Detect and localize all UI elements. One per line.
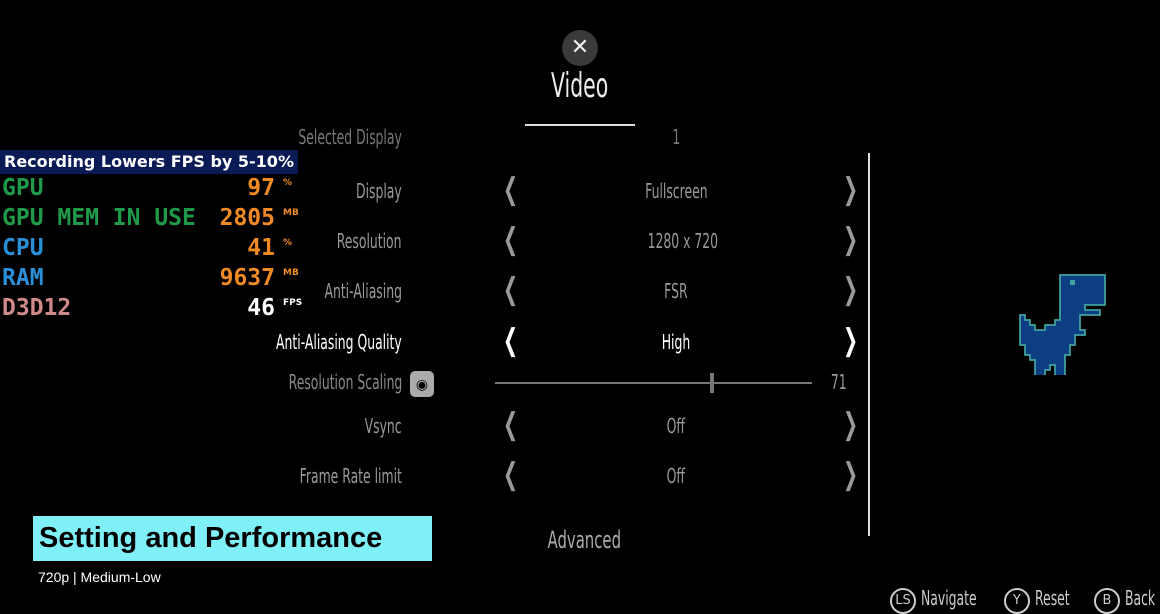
slider-handle[interactable]	[710, 373, 714, 393]
close-icon: ✕	[570, 35, 590, 60]
chevron-left-icon[interactable]: ❮	[503, 457, 519, 492]
stat-name: GPU	[2, 175, 44, 201]
chevron-right-icon[interactable]: ❯	[843, 323, 859, 358]
footer-back[interactable]: B Back	[1093, 587, 1160, 614]
page-title-text: Video	[551, 66, 609, 106]
advanced-button[interactable]: Advanced	[547, 526, 622, 554]
stat-unit: %	[283, 238, 293, 248]
setting-label: Anti-Aliasing Quality	[276, 330, 402, 354]
setting-label: Vsync	[365, 414, 402, 438]
setting-value: 1280 x 720	[647, 229, 719, 253]
stat-value: 9637	[219, 265, 275, 291]
chevron-left-icon[interactable]: ❮	[503, 407, 519, 442]
close-button[interactable]: ✕	[562, 30, 598, 66]
stat-unit: MB	[283, 268, 299, 278]
scrollbar[interactable]	[868, 153, 870, 536]
chevron-left-icon[interactable]: ❮	[503, 272, 519, 307]
stat-value: 2805	[219, 205, 275, 231]
chevron-left-icon[interactable]: ❮	[503, 323, 519, 358]
stat-value: 41	[247, 235, 275, 261]
stat-value: 46	[247, 295, 275, 321]
dino-icon	[1019, 274, 1106, 375]
page-title: Video	[530, 66, 630, 106]
stat-unit: MB	[283, 208, 299, 218]
resolution-scaling-label: Resolution Scaling	[288, 370, 402, 394]
setting-label: Selected Display	[298, 125, 402, 149]
setting-value: FSR	[664, 279, 688, 303]
footer-reset[interactable]: Y Reset	[1003, 587, 1077, 614]
setting-value: Off	[666, 464, 686, 488]
footer-navigate[interactable]: LS Navigate	[890, 587, 989, 614]
setting-value: High	[661, 330, 691, 354]
title-underline	[525, 124, 635, 126]
stat-value: 97	[247, 175, 275, 201]
chevron-right-icon[interactable]: ❯	[843, 222, 859, 257]
slider-value: 71	[830, 370, 847, 394]
stat-name: RAM	[2, 265, 44, 291]
lock-eye-icon: ◉	[410, 371, 434, 397]
setting-label: Display	[356, 179, 402, 203]
stat-unit: FPS	[283, 298, 303, 308]
setting-label: Frame Rate limit	[299, 464, 402, 488]
setting-label: Anti-Aliasing	[324, 279, 402, 303]
chevron-right-icon[interactable]: ❯	[843, 457, 859, 492]
video-title-banner: Setting and Performance	[33, 516, 432, 561]
stat-unit: %	[283, 178, 293, 188]
resolution-scaling-slider[interactable]	[495, 382, 812, 384]
chevron-right-icon[interactable]: ❯	[843, 407, 859, 442]
chevron-left-icon[interactable]: ❮	[503, 172, 519, 207]
setting-label: Resolution	[337, 229, 402, 253]
chevron-right-icon[interactable]: ❯	[843, 272, 859, 307]
stat-name: GPU MEM IN USE	[2, 205, 196, 231]
setting-value: 1	[672, 125, 680, 149]
video-subtitle: 720p | Medium-Low	[38, 569, 161, 585]
chevron-left-icon[interactable]: ❮	[503, 222, 519, 257]
stat-name: D3D12	[2, 295, 72, 321]
setting-value: Off	[666, 414, 686, 438]
chevron-right-icon[interactable]: ❯	[843, 172, 859, 207]
stat-name: CPU	[2, 235, 44, 261]
recording-banner: Recording Lowers FPS by 5-10%	[0, 150, 298, 174]
setting-value: Fullscreen	[645, 179, 708, 203]
